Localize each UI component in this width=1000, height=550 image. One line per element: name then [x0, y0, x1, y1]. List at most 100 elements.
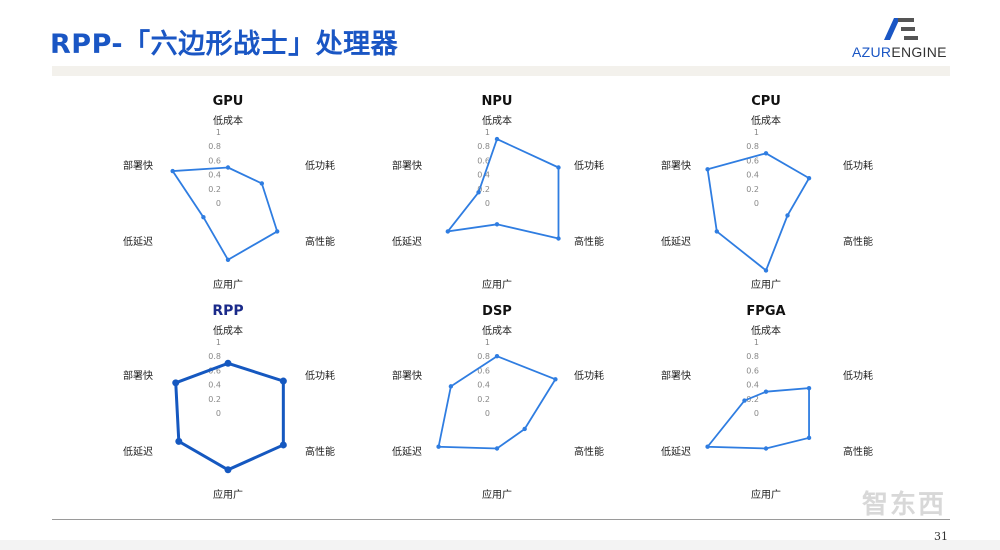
axis-label: 高性能 — [574, 445, 604, 458]
data-point — [225, 165, 231, 170]
axis-label: 部署快 — [392, 369, 422, 382]
logo-text: AZURENGINE — [852, 44, 947, 60]
tick-label: 1 — [754, 338, 759, 347]
axis-label: 低成本 — [213, 114, 243, 127]
axis-label: 部署快 — [661, 159, 691, 172]
axis-label: 高性能 — [305, 235, 335, 248]
data-point — [806, 385, 812, 391]
tick-label: 0 — [216, 409, 221, 418]
data-point — [172, 379, 180, 387]
tick-label: 0.6 — [208, 156, 221, 165]
tick-label: 0.8 — [477, 142, 490, 151]
axis-label: 部署快 — [392, 159, 422, 172]
axis-label: 应用广 — [213, 278, 243, 291]
axis-label: 部署快 — [661, 369, 691, 382]
data-point — [714, 229, 720, 234]
page-number: 31 — [934, 530, 948, 543]
footer-band — [0, 540, 1000, 550]
data-point — [225, 257, 231, 262]
tick-label: 0.6 — [477, 156, 490, 165]
series-line — [174, 361, 285, 472]
tick-label: 0.6 — [746, 366, 759, 375]
data-point — [279, 441, 287, 449]
axis-label: 低成本 — [751, 114, 781, 127]
tick-label: 0 — [485, 409, 490, 418]
data-point — [705, 444, 710, 449]
tick-label: 0.2 — [746, 185, 759, 194]
azurengine-logo: AZURENGINE — [848, 14, 948, 64]
data-point — [494, 136, 500, 142]
tick-label: 1 — [754, 128, 759, 137]
axis-label: 部署快 — [123, 159, 153, 172]
axis-label: 低功耗 — [843, 159, 873, 172]
chart-title: CPU — [751, 94, 781, 109]
axis-label: 低延迟 — [392, 445, 422, 458]
tick-label: 0.8 — [477, 352, 490, 361]
data-point — [556, 236, 561, 241]
axis-label: 低延迟 — [661, 235, 691, 248]
data-point — [742, 398, 747, 403]
axis-label: 应用广 — [482, 488, 512, 501]
data-point — [175, 437, 183, 445]
tick-label: 0.8 — [208, 352, 221, 361]
axis-label: 应用广 — [213, 488, 243, 501]
tick-label: 0 — [754, 409, 759, 418]
tick-label: 0.4 — [208, 381, 221, 390]
axis-label: 部署快 — [123, 369, 153, 382]
tick-label: 0.8 — [208, 142, 221, 151]
axis-label: 低延迟 — [392, 235, 422, 248]
tick-label: 0.6 — [208, 366, 221, 375]
data-point — [806, 435, 812, 441]
axis-label: 高性能 — [843, 235, 873, 248]
chart-title: RPP — [212, 303, 243, 319]
data-point — [274, 229, 280, 234]
footer-divider — [52, 519, 950, 520]
axis-label: 应用广 — [482, 278, 512, 291]
tick-label: 0.4 — [477, 381, 490, 390]
radar-charts: GPU10.80.60.40.20低成本低功耗高性能应用广低延迟部署快NPU10… — [123, 94, 873, 501]
data-point — [279, 377, 287, 385]
axis-label: 低成本 — [482, 114, 512, 127]
data-point — [785, 213, 790, 218]
tick-label: 0.8 — [746, 142, 759, 151]
axis-label: 低功耗 — [305, 159, 335, 172]
logo-mark-icon — [884, 18, 918, 40]
tick-label: 1 — [485, 338, 490, 347]
tick-label: 0.8 — [746, 352, 759, 361]
data-point — [705, 167, 710, 172]
chart-title: GPU — [213, 94, 244, 109]
data-point — [553, 377, 558, 382]
data-point — [806, 175, 812, 181]
tick-label: 0.2 — [477, 185, 490, 194]
data-point — [763, 389, 769, 394]
chart-title: NPU — [482, 94, 513, 109]
data-point — [170, 168, 175, 174]
chart-title: DSP — [482, 304, 512, 319]
axis-label: 低延迟 — [123, 445, 153, 458]
data-point — [494, 222, 500, 227]
tick-label: 0.2 — [208, 185, 221, 194]
data-point — [201, 215, 206, 220]
data-point — [224, 466, 232, 474]
tick-label: 0.4 — [746, 171, 759, 180]
tick-label: 0 — [485, 199, 490, 208]
chart-title: FPGA — [746, 304, 785, 319]
tick-label: 0.4 — [746, 381, 759, 390]
tick-label: 0.2 — [477, 395, 490, 404]
data-point — [224, 359, 232, 367]
axis-label: 低功耗 — [574, 159, 604, 172]
axis-label: 高性能 — [843, 445, 873, 458]
data-point — [763, 446, 769, 451]
tick-label: 1 — [216, 338, 221, 347]
data-point — [476, 190, 481, 195]
data-point — [494, 354, 500, 359]
tick-label: 0.6 — [477, 366, 490, 375]
watermark: 智东西 — [862, 490, 947, 520]
data-point — [436, 444, 441, 449]
axis-label: 应用广 — [751, 278, 781, 291]
